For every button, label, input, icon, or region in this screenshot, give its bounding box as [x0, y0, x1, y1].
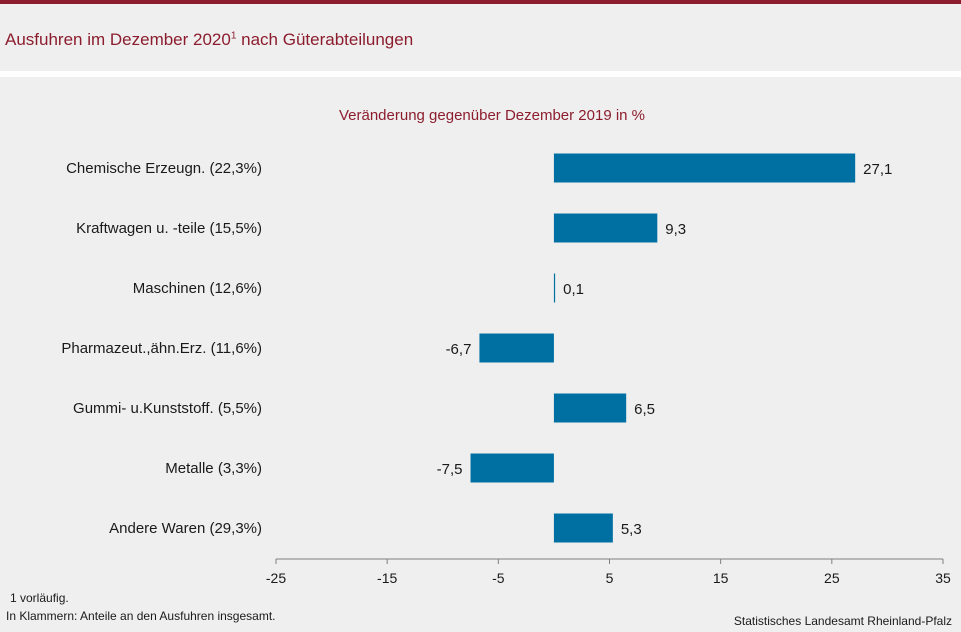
category-label: Gummi- u.Kunststoff. (5,5%) — [73, 400, 262, 417]
category-label: Metalle (3,3%) — [165, 460, 262, 477]
bar — [553, 273, 556, 303]
bar — [553, 393, 627, 423]
footnote-preliminary: 1 vorläufig. — [10, 591, 69, 605]
category-label: Andere Waren (29,3%) — [109, 520, 262, 537]
data-label: 6,5 — [634, 401, 655, 418]
data-label: 0,1 — [563, 281, 584, 298]
data-label: -7,5 — [437, 461, 463, 478]
source-credit: Statistisches Landesamt Rheinland-Pfalz — [733, 614, 952, 628]
top-accent-bar — [0, 0, 961, 4]
bar — [470, 453, 554, 483]
data-label: 5,3 — [621, 521, 642, 538]
title-text-rest: nach Güterabteilungen — [236, 30, 414, 49]
title-separator — [0, 71, 961, 77]
data-label: 27,1 — [863, 161, 892, 178]
bar-chart: Veränderung gegenüber Dezember 2019 in %… — [61, 107, 951, 586]
title-footnote-marker: 1 — [230, 30, 237, 42]
data-label: 9,3 — [665, 221, 686, 238]
x-tick-label: 35 — [935, 570, 951, 586]
x-tick-label: 25 — [824, 570, 840, 586]
bar — [553, 153, 856, 183]
data-label: -6,7 — [446, 341, 472, 358]
x-tick-label: 15 — [713, 570, 729, 586]
bar — [553, 213, 658, 243]
x-tick-label: 5 — [606, 570, 614, 586]
title-text: Ausfuhren im Dezember 2020 — [5, 30, 231, 49]
chart-title: Veränderung gegenüber Dezember 2019 in % — [339, 107, 645, 124]
bar — [479, 333, 554, 363]
category-label: Maschinen (12,6%) — [133, 280, 262, 297]
x-tick-label: -5 — [492, 570, 505, 586]
category-label: Pharmazeut.,ähn.Erz. (11,6%) — [61, 340, 262, 357]
category-label: Kraftwagen u. -teile (15,5%) — [76, 220, 262, 237]
bar — [553, 513, 613, 543]
x-tick-label: -25 — [266, 570, 286, 586]
x-tick-label: -15 — [377, 570, 397, 586]
page-title: Ausfuhren im Dezember 20201 nach Güterab… — [5, 30, 413, 50]
footnote-shares: In Klammern: Anteile an den Ausfuhren in… — [6, 609, 276, 623]
category-label: Chemische Erzeugn. (22,3%) — [66, 160, 262, 177]
